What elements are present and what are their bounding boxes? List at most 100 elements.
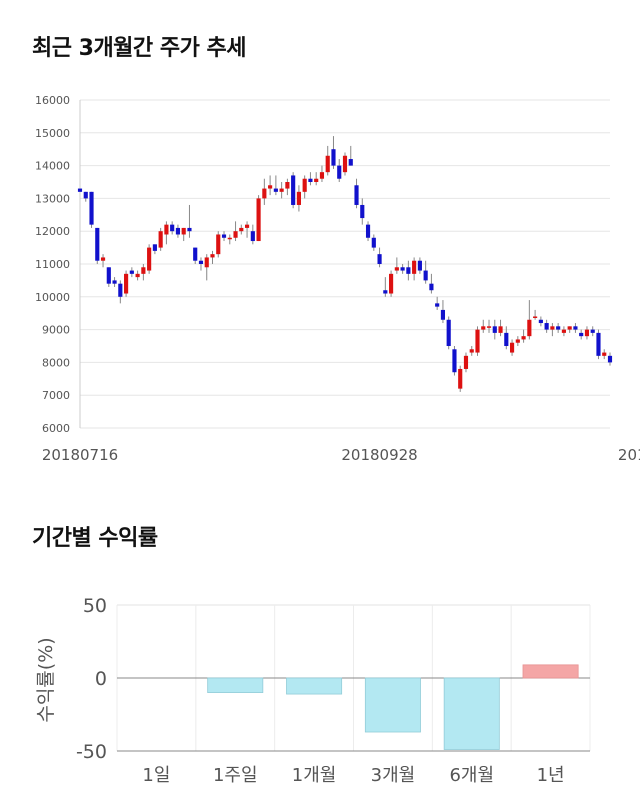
candle-body: [291, 175, 296, 205]
candle-body: [124, 273, 129, 294]
candle-body: [596, 332, 601, 356]
candle-body: [486, 326, 492, 328]
y-tick-label: 9000: [42, 324, 70, 337]
candle-body: [152, 244, 157, 251]
candle-body: [561, 329, 566, 333]
candle-body: [469, 349, 474, 353]
candle-body: [204, 257, 209, 268]
y-tick-label: 15000: [35, 127, 70, 140]
candle-body: [256, 198, 261, 242]
y-tick-label: 8000: [42, 356, 70, 369]
candle-body: [285, 182, 290, 189]
y-tick-label: 16000: [35, 94, 70, 107]
candle-body: [314, 178, 319, 182]
return-bar: [522, 664, 579, 679]
candle-body: [607, 355, 613, 363]
candle-body: [452, 349, 457, 373]
candle-body: [406, 267, 411, 274]
return-bar: [286, 677, 343, 695]
candle-body: [118, 283, 123, 297]
candle-body: [365, 224, 371, 238]
candle-body: [158, 231, 163, 248]
y-tick-label: 6000: [42, 422, 70, 435]
candle-body: [515, 339, 520, 343]
candle-body: [590, 329, 595, 333]
candle-body: [521, 336, 526, 340]
candle-body: [492, 326, 497, 333]
candle-body: [181, 227, 186, 235]
candle-body: [429, 283, 434, 291]
candle-body: [400, 267, 405, 271]
y-tick-label: 12000: [35, 225, 70, 238]
candle-body: [475, 329, 480, 353]
candle-body: [77, 188, 83, 192]
candle-body: [193, 247, 198, 261]
candle-body: [417, 260, 422, 271]
y-axis-label: 수익률(%): [35, 637, 57, 722]
candle-body: [538, 319, 543, 324]
candle-body: [567, 326, 572, 330]
candle-body: [579, 332, 584, 337]
candle-body: [342, 155, 348, 173]
candle-body: [112, 280, 117, 284]
candle-body: [584, 329, 590, 337]
y-tick-label: 11000: [35, 258, 70, 271]
candle-body: [221, 234, 227, 238]
candle-body: [296, 191, 301, 205]
candle-body: [348, 159, 353, 166]
candle-body: [233, 231, 238, 238]
candle-body: [435, 303, 440, 307]
y-tick-label: 14000: [35, 160, 70, 173]
candle-body: [463, 355, 469, 369]
candle-body: [100, 257, 106, 261]
candle-body: [377, 254, 382, 264]
candle-body: [250, 231, 255, 242]
candle-body: [383, 290, 388, 294]
candle-body: [423, 270, 428, 281]
candle-body: [337, 165, 342, 179]
y-tick-label: 50: [83, 595, 107, 617]
return-bar: [443, 677, 500, 750]
candle-body: [198, 260, 204, 264]
price-trend-chart: 6000 7000 8000 9000 10000 11000 12000 13000 1400…: [35, 94, 640, 464]
y-tick-label: 10000: [35, 291, 70, 304]
y-tick-label: -50: [76, 741, 107, 763]
x-category-label: 3개월: [371, 765, 416, 786]
candle-body: [325, 155, 330, 173]
candle-body: [239, 227, 244, 232]
y-tick-label: 0: [95, 668, 107, 690]
candle-body: [504, 332, 509, 346]
return-bar: [207, 677, 264, 694]
x-tick-label: 20180716: [42, 446, 118, 464]
candle-body: [279, 188, 284, 192]
candle-body: [227, 237, 232, 240]
candle-body: [147, 247, 152, 271]
x-category-label: 1일: [142, 765, 170, 786]
candle-body: [556, 326, 561, 330]
x-category-label: 6개월: [449, 765, 494, 786]
x-tick-label: 20181210: [618, 446, 640, 464]
candle-body: [129, 270, 134, 274]
candle-body: [135, 273, 140, 278]
candle-body: [106, 267, 111, 284]
candle-body: [319, 172, 325, 179]
candle-body: [187, 227, 192, 232]
return-bar: [364, 677, 421, 733]
candle-body: [268, 185, 273, 189]
candle-body: [550, 326, 555, 330]
candle-body: [458, 368, 463, 389]
candle-body: [141, 267, 146, 274]
price-trend-title: 최근 3개월간 주가 추세: [32, 36, 246, 61]
candle-body: [389, 273, 394, 294]
candle-body: [354, 185, 359, 205]
candle-body: [440, 309, 446, 320]
candle-body: [308, 178, 313, 182]
candle-body: [170, 224, 175, 232]
candle-body: [244, 224, 250, 228]
x-tick-label: 20180928: [341, 446, 417, 464]
candle-body: [446, 319, 451, 346]
x-category-label: 1개월: [292, 765, 337, 786]
candle-body: [164, 224, 169, 235]
candle-body: [83, 191, 88, 199]
